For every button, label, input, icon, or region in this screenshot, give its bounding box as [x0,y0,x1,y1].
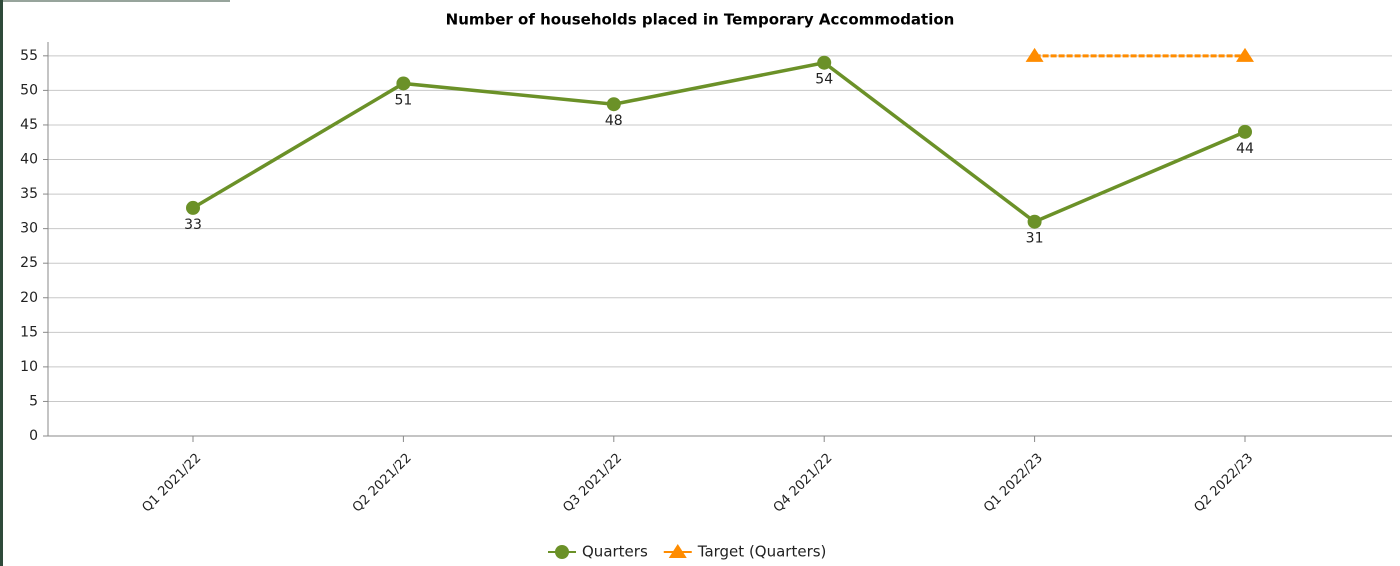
x-tick-label: Q2 2022/23 [1191,451,1256,516]
data-label: 48 [605,113,623,129]
marker [186,200,200,215]
y-tick-label: 10 [20,359,38,375]
y-tick-label: 5 [29,393,38,409]
data-label: 51 [394,92,412,108]
series-line [192,60,1246,224]
legend-marker [668,544,687,558]
marker [1238,124,1252,139]
x-tick-label: Q2 2021/22 [350,451,415,516]
data-label: 33 [184,217,202,233]
data-label: 31 [1026,231,1044,247]
y-tick-label: 35 [20,186,38,202]
data-label: 44 [1236,141,1254,157]
y-tick-label: 30 [20,221,38,237]
marker [1236,47,1254,62]
marker [396,76,411,91]
y-tick-label: 25 [20,255,38,271]
marker [1025,47,1044,62]
x-tick-label: Q1 2021/22 [139,451,204,516]
frame-edge [0,0,3,566]
x-tick-label: Q3 2021/22 [560,451,625,516]
legend-marker [555,545,569,559]
x-tick-label: Q4 2021/22 [771,451,836,516]
marker [606,97,621,112]
legend-label: Target (Quarters) [697,543,827,561]
y-tick-label: 40 [20,152,38,168]
marker [1027,214,1042,229]
marker [817,55,832,70]
y-tick-label: 50 [20,82,38,98]
x-tick-label: Q1 2022/23 [981,451,1046,516]
y-tick-label: 55 [20,48,38,64]
y-tick-label: 15 [20,324,38,340]
y-tick-label: 45 [20,117,38,133]
y-tick-label: 20 [20,290,38,306]
data-label: 54 [815,72,833,88]
chart-title: Number of households placed in Temporary… [446,11,955,29]
y-tick-label: 0 [29,428,38,444]
legend-label: Quarters [582,543,648,561]
